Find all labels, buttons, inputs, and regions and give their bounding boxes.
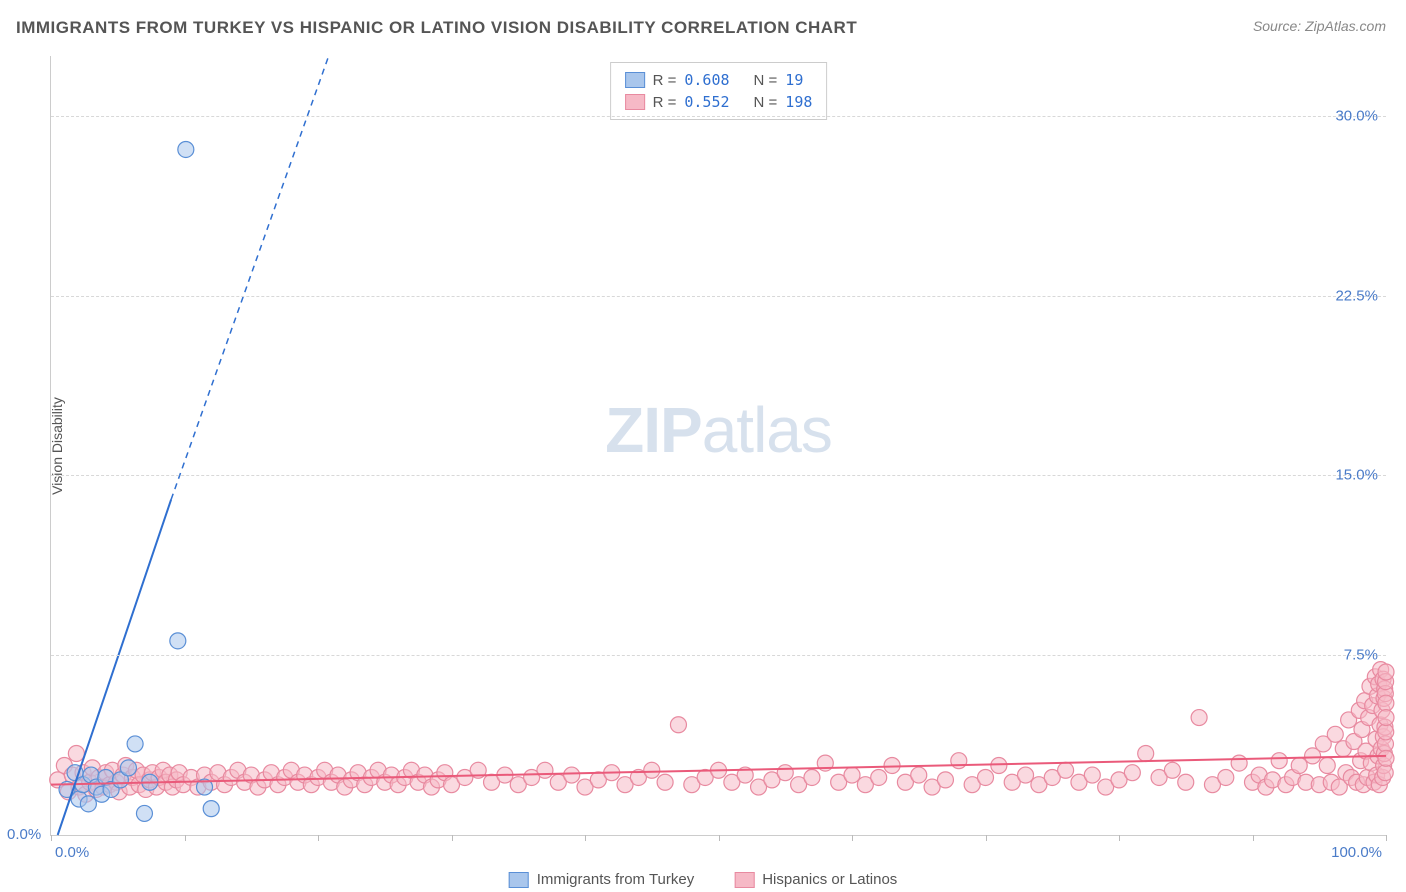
data-point bbox=[1378, 724, 1394, 740]
data-point bbox=[991, 757, 1007, 773]
swatch-blue bbox=[625, 72, 645, 88]
plot-area: ZIPatlas R = 0.608 N = 19 R = 0.552 N = … bbox=[50, 56, 1386, 836]
swatch-pink bbox=[734, 872, 754, 888]
x-tick bbox=[719, 835, 720, 841]
data-point bbox=[657, 774, 673, 790]
data-point bbox=[844, 767, 860, 783]
trend-line bbox=[171, 56, 329, 499]
data-point bbox=[1291, 757, 1307, 773]
data-point bbox=[68, 746, 84, 762]
r-value-blue: 0.608 bbox=[684, 71, 729, 89]
data-point bbox=[1377, 765, 1393, 781]
x-tick bbox=[852, 835, 853, 841]
data-point bbox=[537, 762, 553, 778]
data-point bbox=[911, 767, 927, 783]
correlation-legend: R = 0.608 N = 19 R = 0.552 N = 198 bbox=[610, 62, 828, 120]
chart-svg bbox=[51, 56, 1386, 835]
y-origin-label: 0.0% bbox=[7, 826, 41, 843]
y-tick-label: 22.5% bbox=[1335, 287, 1378, 304]
data-point bbox=[1018, 767, 1034, 783]
x-max-label: 100.0% bbox=[1331, 844, 1382, 861]
data-point bbox=[1378, 695, 1394, 711]
data-point bbox=[1271, 753, 1287, 769]
x-tick bbox=[585, 835, 586, 841]
data-point bbox=[1058, 762, 1074, 778]
y-tick-label: 7.5% bbox=[1344, 647, 1378, 664]
swatch-pink bbox=[625, 94, 645, 110]
x-tick bbox=[1253, 835, 1254, 841]
data-point bbox=[871, 769, 887, 785]
data-point bbox=[1124, 765, 1140, 781]
gridline bbox=[51, 296, 1386, 297]
data-point bbox=[1218, 769, 1234, 785]
data-point bbox=[804, 769, 820, 785]
x-tick bbox=[452, 835, 453, 841]
data-point bbox=[978, 769, 994, 785]
data-point bbox=[136, 805, 152, 821]
r-value-pink: 0.552 bbox=[684, 93, 729, 111]
n-value-blue: 19 bbox=[785, 71, 803, 89]
n-value-pink: 198 bbox=[785, 93, 812, 111]
data-point bbox=[1178, 774, 1194, 790]
r-label: R = bbox=[653, 72, 677, 89]
data-point bbox=[951, 753, 967, 769]
data-point bbox=[1378, 710, 1394, 726]
data-point bbox=[170, 633, 186, 649]
data-point bbox=[1231, 755, 1247, 771]
series-legend: Immigrants from Turkey Hispanics or Lati… bbox=[509, 871, 898, 888]
data-point bbox=[1164, 762, 1180, 778]
legend-item-pink: Hispanics or Latinos bbox=[734, 871, 897, 888]
swatch-blue bbox=[509, 872, 529, 888]
source-prefix: Source: bbox=[1253, 18, 1305, 34]
gridline bbox=[51, 475, 1386, 476]
data-point bbox=[1138, 746, 1154, 762]
data-point bbox=[937, 772, 953, 788]
data-point bbox=[1378, 664, 1394, 680]
data-point bbox=[1319, 757, 1335, 773]
legend-row-pink: R = 0.552 N = 198 bbox=[625, 91, 813, 113]
n-label: N = bbox=[754, 72, 778, 89]
data-point bbox=[564, 767, 580, 783]
x-tick bbox=[51, 835, 52, 841]
gridline bbox=[51, 116, 1386, 117]
x-origin-label: 0.0% bbox=[55, 844, 89, 861]
x-tick bbox=[1386, 835, 1387, 841]
series-label-blue: Immigrants from Turkey bbox=[537, 871, 695, 888]
legend-item-blue: Immigrants from Turkey bbox=[509, 871, 695, 888]
data-point bbox=[1084, 767, 1100, 783]
data-point bbox=[203, 801, 219, 817]
r-label: R = bbox=[653, 94, 677, 111]
x-tick bbox=[1119, 835, 1120, 841]
data-point bbox=[178, 141, 194, 157]
source-credit: Source: ZipAtlas.com bbox=[1253, 18, 1386, 34]
data-point bbox=[120, 760, 136, 776]
data-point bbox=[1378, 750, 1394, 766]
data-point bbox=[670, 717, 686, 733]
x-tick bbox=[986, 835, 987, 841]
series-label-pink: Hispanics or Latinos bbox=[762, 871, 897, 888]
data-point bbox=[127, 736, 143, 752]
legend-row-blue: R = 0.608 N = 19 bbox=[625, 69, 813, 91]
n-label: N = bbox=[754, 94, 778, 111]
y-tick-label: 30.0% bbox=[1335, 107, 1378, 124]
x-tick bbox=[185, 835, 186, 841]
gridline bbox=[51, 655, 1386, 656]
data-point bbox=[644, 762, 660, 778]
y-tick-label: 15.0% bbox=[1335, 467, 1378, 484]
source-link[interactable]: ZipAtlas.com bbox=[1305, 18, 1386, 34]
data-point bbox=[777, 765, 793, 781]
data-point bbox=[80, 796, 96, 812]
data-point bbox=[1327, 726, 1343, 742]
chart-title: IMMIGRANTS FROM TURKEY VS HISPANIC OR LA… bbox=[16, 18, 857, 38]
x-tick bbox=[318, 835, 319, 841]
data-point bbox=[1191, 710, 1207, 726]
